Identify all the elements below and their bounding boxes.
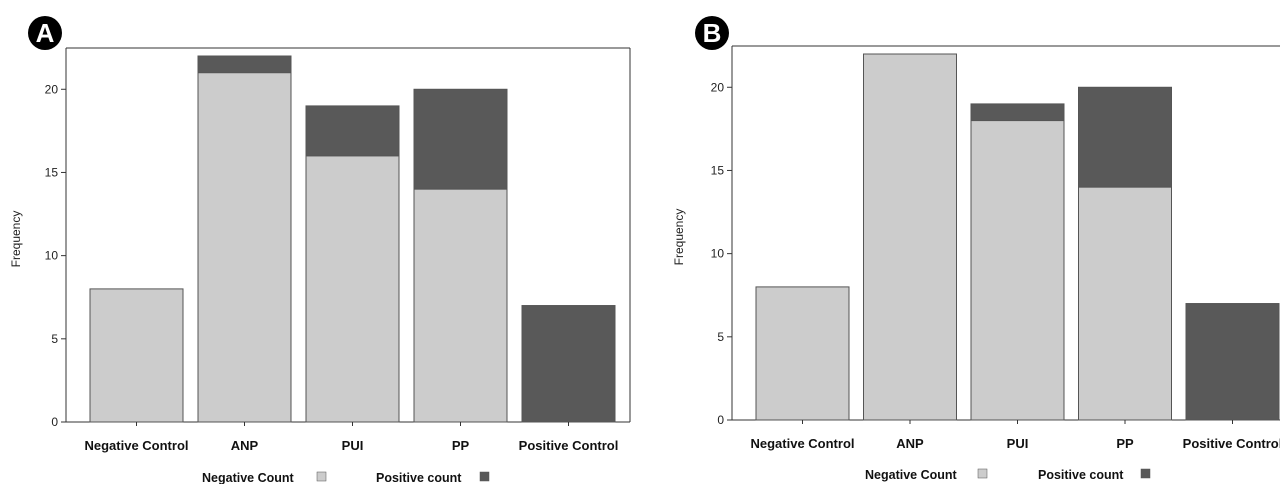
chart-b-legend-swatch-0 [977,468,988,479]
chart-b-category-label: PUI [1007,436,1029,451]
chart-b-bar-negative-1 [863,53,957,421]
chart-b-bar-negative-3 [1078,186,1172,421]
chart-b-legend-swatch-1 [1140,468,1151,479]
chart-a-badge-label: A [36,18,55,48]
chart-a-y-tick-label: 20 [45,82,59,96]
chart-a-bar-negative-0 [89,288,184,423]
chart-b-badge-label: B [703,18,722,48]
chart-panel-a: A 0 5 10 15 20 Frequency Negative Control ANP PUI… [9,16,631,484]
chart-a-bar-positive-2 [305,105,400,157]
chart-a-bar-negative-1 [197,72,292,423]
chart-a-svg: A 0 5 10 15 20 Frequency Negative Control ANP PUI… [9,16,631,484]
chart-b-bar-negative-0 [755,286,850,421]
chart-a-bar-negative-3 [413,188,508,423]
chart-b-category-label: ANP [896,436,924,451]
chart-a-legend-swatch-1 [479,471,490,482]
chart-a-category-label: ANP [231,438,259,453]
chart-a-category-label: Positive Control [519,438,619,453]
chart-a-y-tick-label: 5 [51,332,58,346]
chart-b-bar-positive-4 [1185,303,1280,421]
chart-a-category-label: PUI [342,438,364,453]
chart-b-y-axis-title: Frequency [672,209,686,266]
chart-a-bar-positive-1 [197,55,292,74]
chart-a-bar-positive-4 [521,305,616,423]
chart-a-legend-label-0: Negative Count [202,471,295,484]
chart-b-legend-label-1: Positive count [1038,468,1124,482]
chart-a-category-label: PP [452,438,470,453]
chart-a-badge [28,16,62,50]
chart-b-bar-positive-3 [1078,86,1172,188]
chart-a-y-tick-label: 10 [45,249,59,263]
chart-b-y-tick-label: 20 [711,80,725,94]
chart-b-y-tick-label: 0 [717,413,724,427]
chart-b-category-label: Negative Control [750,436,854,451]
chart-b-y-tick-label: 15 [711,163,725,177]
chart-a-bar-positive-3 [413,88,508,190]
chart-b-category-label: Positive Control [1183,436,1280,451]
chart-b-bar-positive-2 [970,103,1065,122]
chart-a-category-label: Negative Control [84,438,188,453]
chart-a-legend-swatch-0 [316,471,327,482]
chart-b-bar-negative-2 [970,120,1065,421]
chart-a-legend-label-1: Positive count [376,471,462,484]
chart-a-bar-negative-2 [305,155,400,423]
chart-b-legend-label-0: Negative Count [865,468,958,482]
chart-a-y-axis-title: Frequency [9,211,23,268]
chart-b-svg: B 0 5 10 15 20 Frequency Negative Control ANP PUI… [672,16,1280,482]
chart-panel-b: B 0 5 10 15 20 Frequency Negative Control ANP PUI… [665,0,1280,484]
chart-b-badge [695,16,729,50]
chart-a-y-tick-label: 0 [51,415,58,429]
chart-a-y-tick-label: 15 [45,165,59,179]
chart-b-category-label: PP [1116,436,1134,451]
chart-b-y-tick-label: 5 [717,330,724,344]
chart-b-y-tick-label: 10 [711,247,725,261]
